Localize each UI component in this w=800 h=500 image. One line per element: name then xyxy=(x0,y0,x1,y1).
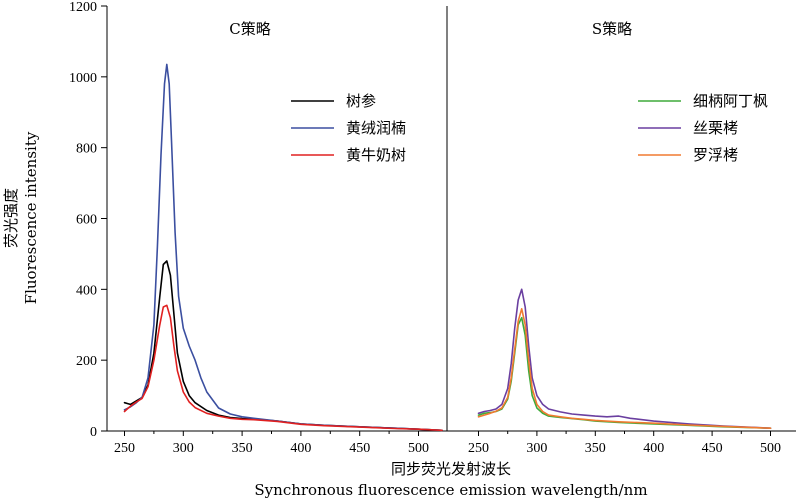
x-tick-label: 250 xyxy=(114,441,135,456)
x-tick-label: 500 xyxy=(760,441,781,456)
x-axis-title-en: Synchronous fluorescence emission wavele… xyxy=(254,481,647,499)
series-layer xyxy=(123,63,772,432)
x-tick-label: 450 xyxy=(349,441,370,456)
y-tick-label: 800 xyxy=(76,142,97,157)
y-axis-title-en: Fluorescence intensity xyxy=(22,131,40,304)
legend-label: 罗浮栲 xyxy=(693,146,738,164)
y-axis-title-en-group: Fluorescence intensity xyxy=(22,131,40,304)
series-line-c-2 xyxy=(123,304,443,432)
x-tick-label: 400 xyxy=(290,441,311,456)
x-tick-label: 450 xyxy=(702,441,723,456)
x-tick-label: 500 xyxy=(408,441,429,456)
y-axis-title-cn-group: 荧光强度 xyxy=(2,188,20,248)
legend-label: 黄牛奶树 xyxy=(346,146,406,164)
series-line-s-1 xyxy=(477,288,772,429)
y-tick-label: 0 xyxy=(90,425,97,440)
x-axis-title-cn: 同步荧光发射波长 xyxy=(391,460,511,478)
x-tick-label: 350 xyxy=(232,441,253,456)
legend-label: 丝栗栲 xyxy=(693,119,738,137)
y-tick-label: 1200 xyxy=(69,0,97,15)
y-tick-label: 400 xyxy=(76,283,97,298)
x-tick-label: 250 xyxy=(468,441,489,456)
series-line-s-2 xyxy=(477,308,772,429)
panel-label-s: S策略 xyxy=(592,20,632,38)
x-tick-label: 400 xyxy=(643,441,664,456)
y-ticks: 0 200 400 600 800 1000 1200 xyxy=(69,0,107,440)
x-tick-label: 300 xyxy=(173,441,194,456)
legend-label: 细柄阿丁枫 xyxy=(693,92,768,110)
legend-label: 黄绒润楠 xyxy=(346,119,406,137)
x-tick-label: 350 xyxy=(585,441,606,456)
x-ticks: 250 300 350 400 450 500 250 300 350 400 450 500 xyxy=(114,431,781,456)
y-axis-title-cn: 荧光强度 xyxy=(2,188,20,248)
legend-label: 树参 xyxy=(346,92,376,110)
y-tick-label: 200 xyxy=(76,354,97,369)
x-tick-label: 300 xyxy=(526,441,547,456)
y-tick-label: 1000 xyxy=(69,71,97,86)
panel-label-c: C策略 xyxy=(229,20,270,38)
y-tick-label: 600 xyxy=(76,213,97,228)
